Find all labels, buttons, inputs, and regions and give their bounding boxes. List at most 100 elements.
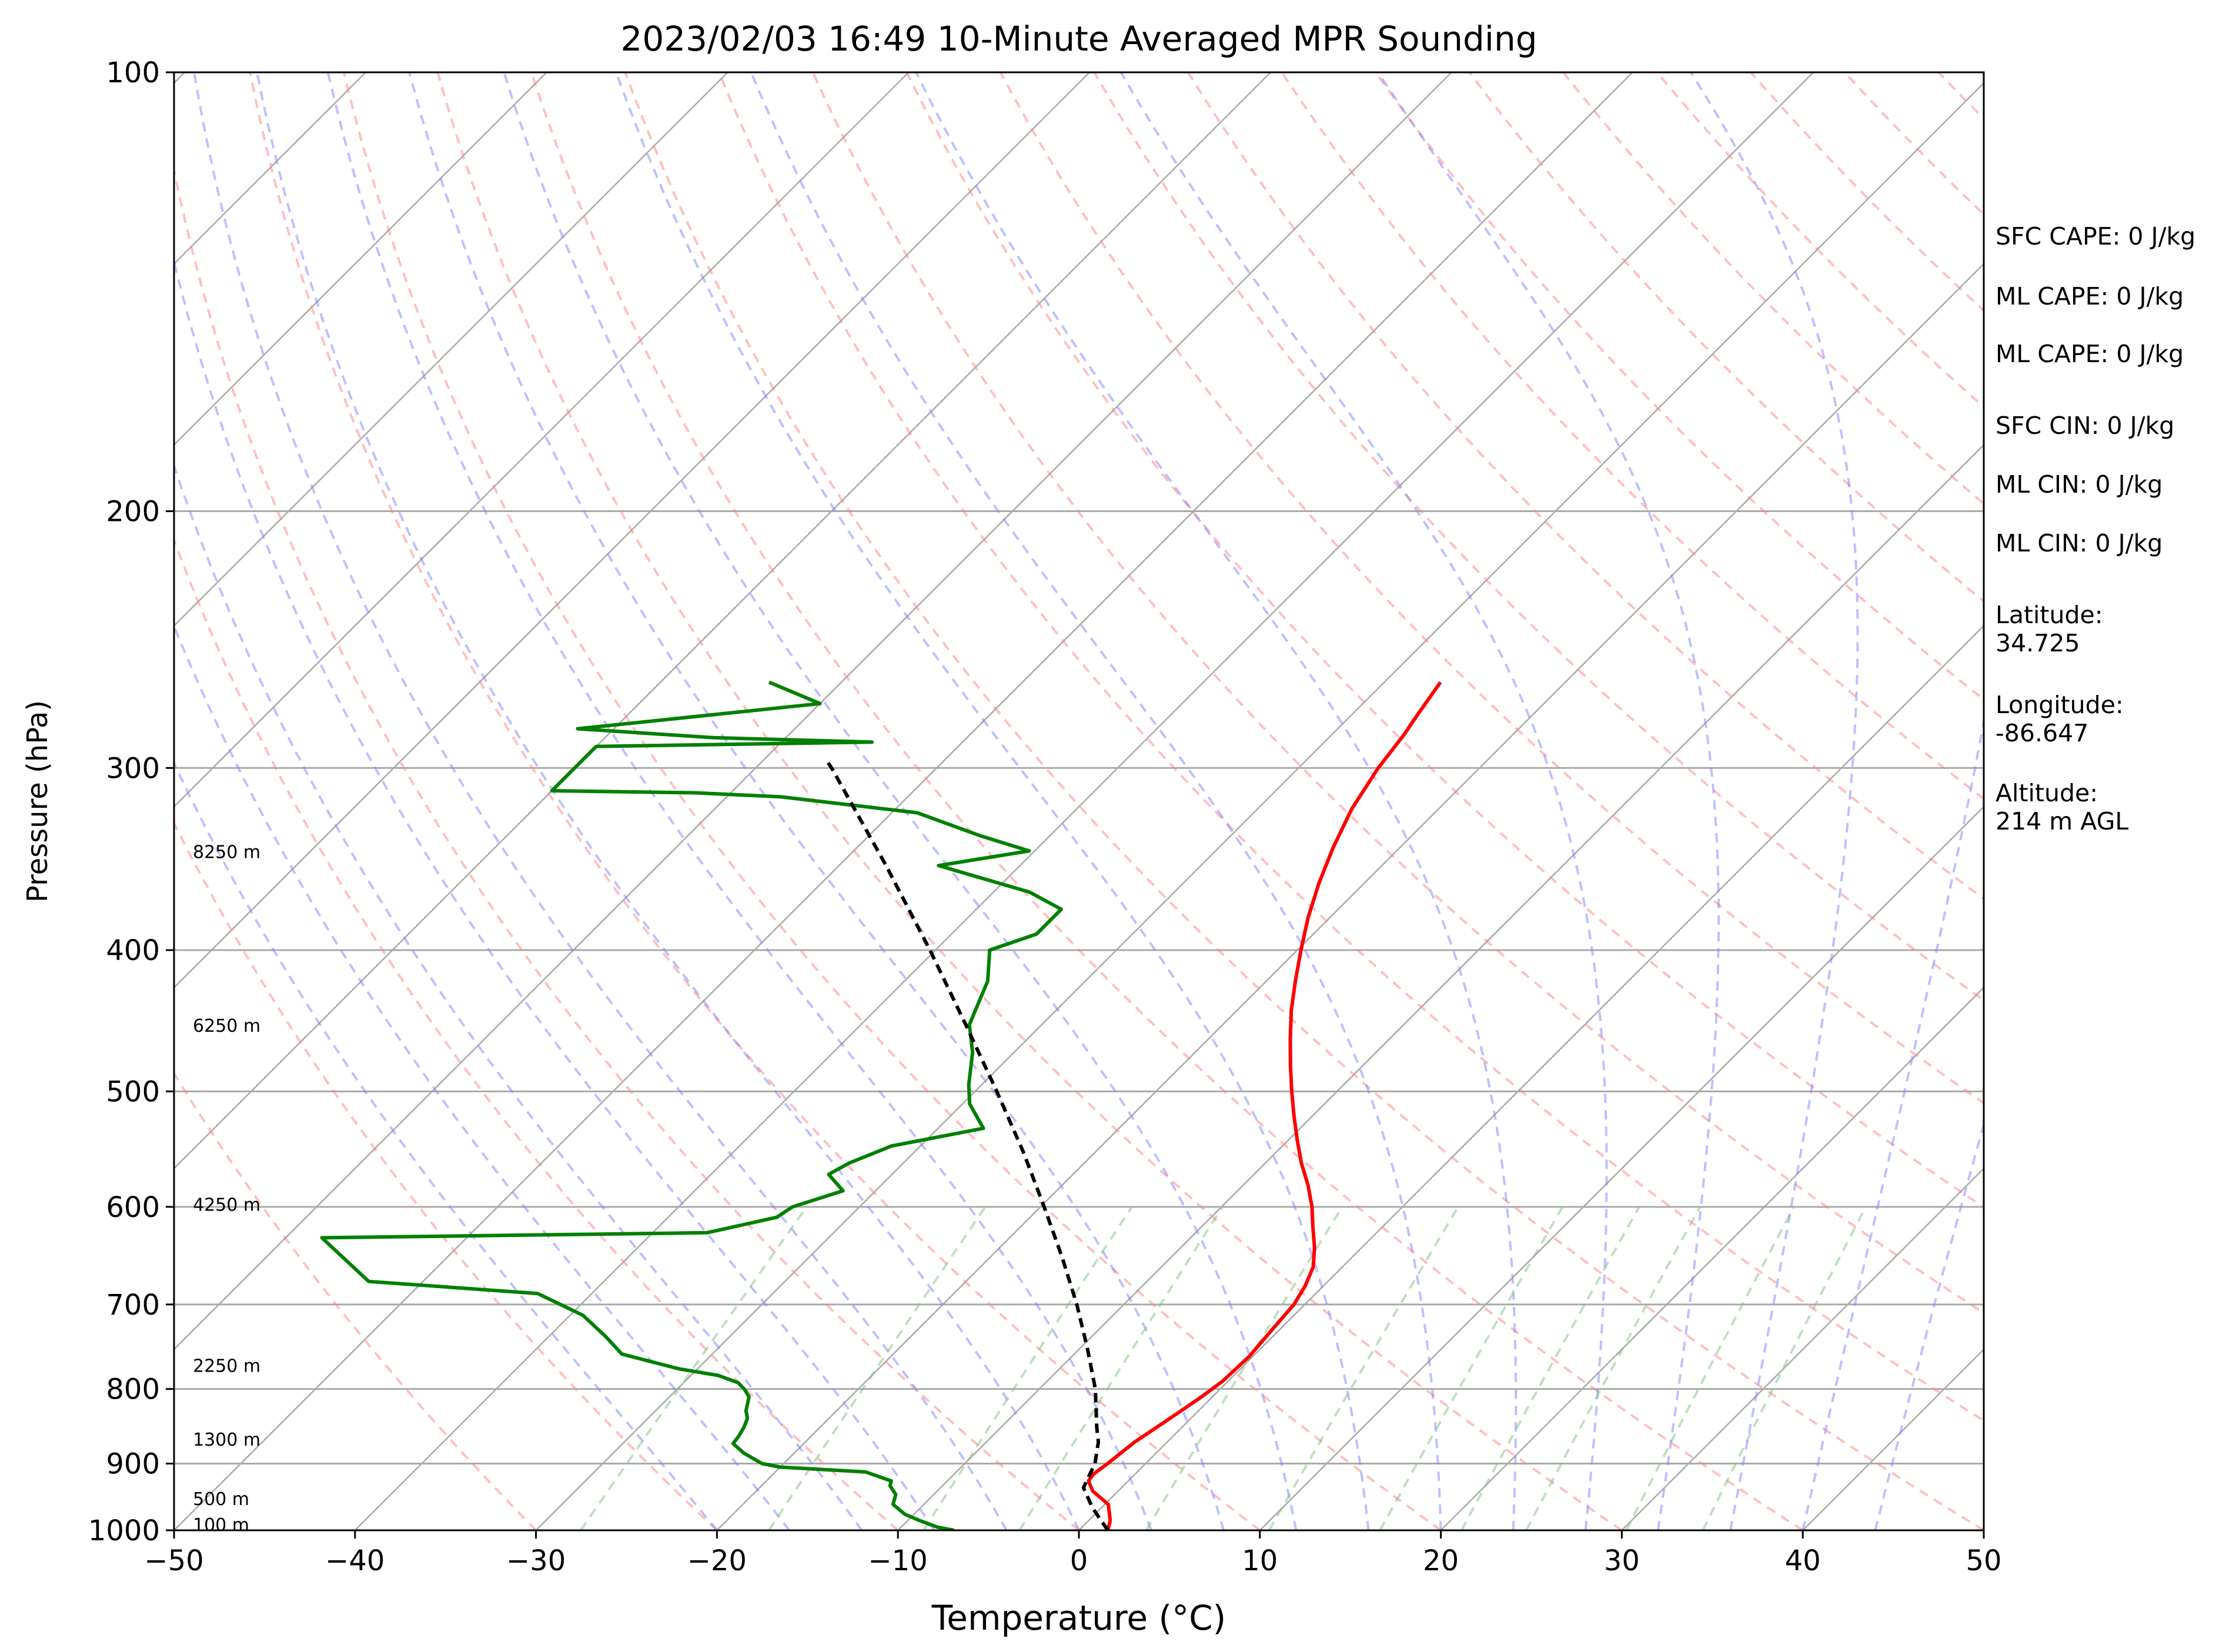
isotherm-line	[716, 263, 1984, 1530]
x-tick-label: −20	[687, 1544, 747, 1577]
isotherm-line	[1621, 1167, 1984, 1530]
x-axis-label: Temperature (°C)	[931, 1598, 1226, 1638]
dry-adiabat-line	[718, 72, 1984, 1422]
y-tick-label: 500	[106, 1075, 160, 1108]
height-label: 6250 m	[193, 1016, 260, 1036]
x-tick-label: 40	[1785, 1544, 1821, 1577]
moist-adiabat-line	[1119, 72, 1608, 1530]
isotherm-line	[897, 443, 1984, 1530]
mixing-ratio-line	[1268, 1206, 1459, 1530]
x-tick-label: 10	[1242, 1544, 1278, 1577]
moist-adiabat-line	[174, 462, 863, 1530]
dry-adiabat-line	[342, 72, 1442, 1530]
x-tick-label: −50	[144, 1544, 203, 1577]
mixing-ratio-line	[1460, 1206, 1640, 1530]
mixing-ratio-line	[1379, 1206, 1564, 1530]
y-tick-label: 300	[106, 752, 160, 785]
isotherm-line	[174, 72, 1633, 1530]
isotherm-line	[535, 82, 1984, 1530]
dry-adiabat-line	[1186, 72, 1984, 901]
y-axis-label: Pressure (hPa)	[21, 700, 54, 902]
y-tick-label: 800	[106, 1373, 160, 1406]
isotherm-line	[174, 72, 1452, 1351]
isotherm-line	[174, 72, 1271, 1170]
x-tick-label: 0	[1070, 1544, 1088, 1577]
isotherm-line	[354, 72, 1814, 1530]
moist-adiabat-line	[1690, 72, 1859, 1530]
dry-adiabat-line	[1093, 72, 1984, 1002]
y-tick-label: 400	[106, 934, 160, 967]
isotherm-line	[174, 72, 366, 265]
y-tick-label: 900	[106, 1448, 160, 1481]
y-tick-label: 100	[106, 56, 160, 89]
chart-title: 2023/02/03 16:49 10-Minute Averaged MPR …	[620, 19, 1537, 59]
dry-adiabat-line	[174, 1071, 537, 1530]
moist-adiabat-line	[1801, 715, 1984, 1530]
dewpoint-profile-line	[320, 680, 1064, 1530]
mixing-ratio-line	[1702, 1206, 1867, 1530]
height-label: 500 m	[193, 1489, 249, 1510]
altitude-text: Altitude: 214 m AGL	[1996, 779, 2129, 835]
parcel-profile-line	[824, 758, 1109, 1530]
height-label: 8250 m	[193, 842, 260, 862]
mixing-ratio-line	[1018, 1206, 1224, 1530]
x-tick-label: 50	[1966, 1544, 2001, 1577]
ml-cin-text: ML CIN: 0 J/kg	[1996, 470, 2163, 499]
latitude-text: Latitude: 34.725	[1996, 601, 2103, 657]
dry-adiabat-line	[174, 820, 718, 1530]
dry-adiabat-line	[1281, 72, 1984, 801]
ml-cape-text: ML CAPE: 0 J/kg	[1996, 282, 2184, 310]
temperature-profile-line	[1087, 681, 1442, 1530]
mixing-ratio-line	[1525, 1206, 1702, 1530]
height-label: 4250 m	[193, 1195, 260, 1215]
y-tick-label: 600	[106, 1191, 160, 1224]
sfc-cin-text: SFC CIN: 0 J/kg	[1996, 412, 2175, 440]
moist-adiabat-line	[750, 72, 1442, 1530]
height-label: 2250 m	[193, 1356, 260, 1376]
x-tick-label: −40	[325, 1544, 385, 1577]
moist-adiabat-line	[326, 72, 1152, 1530]
isotherm-line	[1259, 805, 1984, 1530]
dry-adiabat-line	[1375, 72, 1984, 701]
moist-adiabat-line	[174, 257, 935, 1530]
moist-adiabat-line	[174, 623, 791, 1530]
isotherm-line	[1440, 986, 1984, 1530]
isotherm-line	[174, 72, 910, 808]
moist-adiabat-line	[1874, 1120, 1984, 1530]
mixing-ratio-line	[579, 1206, 808, 1530]
x-tick-label: 30	[1604, 1544, 1640, 1577]
dry-adiabat-line	[174, 537, 899, 1530]
dry-adiabat-line	[624, 72, 1984, 1530]
dry-adiabat-line	[174, 165, 1080, 1530]
isotherm-line	[174, 72, 547, 446]
isotherm-line	[0, 72, 4, 1530]
mixing-ratio-line	[768, 1206, 987, 1530]
longitude-text: Longitude: -86.647	[1996, 691, 2124, 747]
moist-adiabat-line	[915, 72, 1518, 1530]
y-tick-label: 200	[106, 496, 160, 529]
x-tick-label: 20	[1423, 1544, 1459, 1577]
moist-adiabat-line	[503, 72, 1298, 1530]
moist-adiabat-line	[1376, 72, 1720, 1530]
dry-adiabat-line	[905, 72, 1984, 1209]
x-tick-label: −10	[868, 1544, 928, 1577]
mixing-ratio-line	[923, 1206, 1133, 1530]
mixing-ratio-line	[1145, 1206, 1343, 1530]
dry-adiabat-line	[999, 72, 1984, 1105]
x-tick-label: −30	[506, 1544, 566, 1577]
mixing-ratio-line	[1625, 1206, 1796, 1530]
height-label: 1300 m	[193, 1430, 260, 1450]
moist-adiabat-line	[256, 72, 1080, 1530]
moist-adiabat-line	[174, 760, 718, 1530]
ml-cape-text-2: ML CAPE: 0 J/kg	[1996, 340, 2184, 368]
y-tick-label: 1000	[88, 1514, 160, 1547]
moist-adiabat-line	[408, 72, 1225, 1530]
isotherm-line	[174, 72, 1091, 989]
moist-adiabat-line	[615, 72, 1370, 1530]
isotherm-line	[174, 72, 728, 627]
y-tick-label: 700	[106, 1289, 160, 1322]
height-label: 100 m	[193, 1515, 249, 1536]
sfc-cape-text: SFC CAPE: 0 J/kg	[1996, 222, 2196, 250]
dry-adiabat-line	[811, 72, 1984, 1315]
